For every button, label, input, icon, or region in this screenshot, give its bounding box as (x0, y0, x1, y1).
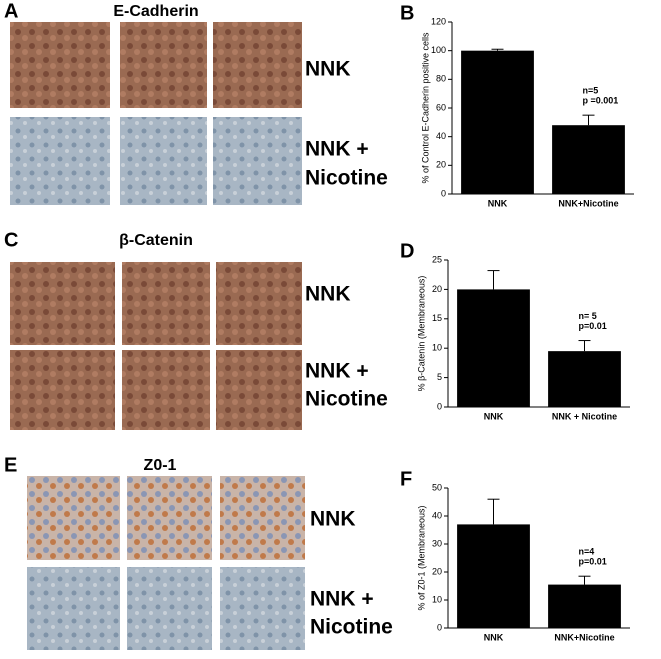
y-axis-label: % of Control E-Cadherin positive cells (420, 32, 430, 184)
panel-letter: C (4, 229, 18, 251)
row-label: NNK (310, 508, 356, 531)
micrograph (220, 476, 305, 560)
micrograph (127, 567, 212, 650)
y-tick-label: 25 (432, 254, 442, 264)
y-axis-label: % β-Catenin (Membraneous) (416, 276, 426, 392)
annotation: p =0.001 (583, 96, 619, 106)
bar (457, 524, 530, 628)
y-tick-label: 20 (432, 566, 442, 576)
row-label: Nicotine (305, 167, 388, 190)
bar (548, 584, 621, 628)
x-tick-label: NNK (484, 411, 504, 421)
bar (457, 289, 530, 407)
y-tick-label: 0 (437, 401, 442, 411)
y-axis-label: % of Z0-1 (Membraneous) (416, 505, 426, 610)
micrograph (10, 262, 115, 345)
micrograph (122, 262, 210, 345)
x-tick-label: NNK (484, 632, 504, 642)
y-tick-label: 40 (432, 510, 442, 520)
panel-title: E-Cadherin (113, 3, 198, 20)
bar (548, 351, 621, 407)
annotation: p=0.01 (579, 557, 607, 567)
micrograph (220, 567, 305, 650)
annotation: n=5 (583, 86, 599, 96)
micrograph (120, 22, 207, 108)
micrograph (122, 350, 210, 430)
row-label: NNK + (305, 138, 369, 161)
bar (461, 50, 534, 194)
y-tick-label: 0 (441, 188, 446, 198)
y-tick-label: 20 (436, 160, 446, 170)
row-label: NNK + (305, 360, 369, 383)
panel-letter: A (4, 0, 18, 22)
micrograph (27, 476, 120, 560)
annotation: p=0.01 (579, 321, 607, 331)
annotation: n= 5 (579, 311, 597, 321)
panel-letter: B (400, 2, 414, 24)
annotation: n=4 (579, 547, 595, 557)
row-label: NNK + (310, 588, 374, 611)
micrograph (27, 567, 120, 650)
y-tick-label: 5 (437, 372, 442, 382)
y-tick-label: 50 (432, 482, 442, 492)
micrograph (213, 117, 302, 205)
y-tick-label: 20 (432, 284, 442, 294)
panel-letter: D (400, 240, 414, 262)
y-tick-label: 60 (436, 102, 446, 112)
micrograph (10, 22, 110, 108)
x-tick-label: NNK + Nicotine (552, 411, 617, 421)
bar (552, 125, 625, 194)
y-tick-label: 10 (432, 343, 442, 353)
row-label: Nicotine (310, 616, 393, 639)
row-label: NNK (305, 58, 351, 81)
panel-letter: F (400, 468, 412, 490)
y-tick-label: 100 (431, 45, 446, 55)
x-tick-label: NNK+Nicotine (554, 632, 614, 642)
y-tick-label: 80 (436, 74, 446, 84)
y-tick-label: 40 (436, 131, 446, 141)
micrograph (216, 350, 302, 430)
x-tick-label: NNK (488, 198, 508, 208)
micrograph (10, 117, 110, 205)
row-label: NNK (305, 283, 351, 306)
panel-letter: E (4, 454, 17, 476)
micrograph (120, 117, 207, 205)
micrographs (10, 22, 305, 650)
micrograph (216, 262, 302, 345)
panel-title: Z0-1 (144, 457, 177, 474)
micrograph (10, 350, 115, 430)
y-tick-label: 0 (437, 622, 442, 632)
x-tick-label: NNK+Nicotine (558, 198, 618, 208)
row-label: Nicotine (305, 388, 388, 411)
y-tick-label: 30 (432, 538, 442, 548)
micrograph (127, 476, 212, 560)
y-tick-label: 10 (432, 594, 442, 604)
micrograph (213, 22, 302, 108)
y-tick-label: 15 (432, 313, 442, 323)
panel-title: β-Catenin (119, 232, 193, 249)
y-tick-label: 120 (431, 16, 446, 26)
